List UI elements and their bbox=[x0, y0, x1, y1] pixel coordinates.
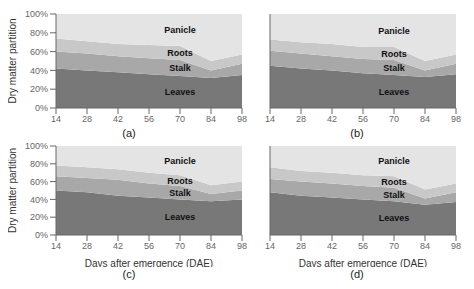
svg-text:14: 14 bbox=[51, 241, 61, 251]
svg-text:Stalk: Stalk bbox=[169, 188, 192, 198]
svg-text:Roots: Roots bbox=[381, 49, 407, 59]
svg-text:Days after emergence (DAE): Days after emergence (DAE) bbox=[299, 258, 427, 267]
html-text:(b): (b) bbox=[350, 127, 364, 139]
svg-text:98: 98 bbox=[237, 241, 247, 251]
svg-text:84: 84 bbox=[206, 114, 216, 124]
svg-text:Leaves: Leaves bbox=[165, 212, 196, 222]
svg-text:Leaves: Leaves bbox=[379, 213, 410, 223]
svg-text:Panicle: Panicle bbox=[164, 156, 196, 166]
svg-text:56: 56 bbox=[358, 241, 368, 251]
svg-text:28: 28 bbox=[82, 241, 92, 251]
svg-text:40%: 40% bbox=[30, 66, 48, 76]
svg-text:100%: 100% bbox=[25, 141, 48, 151]
svg-text:Panicle: Panicle bbox=[164, 25, 196, 35]
svg-text:Dry matter partition: Dry matter partition bbox=[8, 18, 18, 103]
svg-text:80%: 80% bbox=[30, 159, 48, 169]
svg-text:20%: 20% bbox=[30, 84, 48, 94]
svg-text:28: 28 bbox=[82, 114, 92, 124]
svg-text:Leaves: Leaves bbox=[379, 87, 410, 97]
svg-text:70: 70 bbox=[175, 114, 185, 124]
svg-text:56: 56 bbox=[358, 114, 368, 124]
html-text:(a): (a) bbox=[122, 127, 136, 139]
svg-text:20%: 20% bbox=[30, 212, 48, 222]
svg-text:Dry matter partition: Dry matter partition bbox=[8, 148, 18, 233]
svg-text:42: 42 bbox=[113, 114, 123, 124]
svg-text:42: 42 bbox=[327, 114, 337, 124]
svg-text:Stalk: Stalk bbox=[169, 63, 192, 73]
svg-text:100%: 100% bbox=[25, 9, 48, 19]
html-text:(d): (d) bbox=[350, 268, 364, 280]
svg-text:40%: 40% bbox=[30, 195, 48, 205]
svg-text:Roots: Roots bbox=[167, 176, 193, 186]
svg-text:84: 84 bbox=[420, 114, 430, 124]
svg-text:70: 70 bbox=[389, 241, 399, 251]
svg-text:Leaves: Leaves bbox=[165, 87, 196, 97]
svg-text:Roots: Roots bbox=[381, 177, 407, 187]
svg-text:84: 84 bbox=[206, 241, 216, 251]
svg-text:70: 70 bbox=[389, 114, 399, 124]
svg-text:42: 42 bbox=[327, 241, 337, 251]
svg-text:14: 14 bbox=[51, 114, 61, 124]
svg-text:Roots: Roots bbox=[167, 48, 193, 58]
svg-text:Days after emergence (DAE): Days after emergence (DAE) bbox=[85, 258, 213, 267]
svg-text:0%: 0% bbox=[35, 103, 48, 113]
svg-text:98: 98 bbox=[451, 241, 461, 251]
svg-text:98: 98 bbox=[451, 114, 461, 124]
svg-text:14: 14 bbox=[265, 114, 275, 124]
svg-text:60%: 60% bbox=[30, 47, 48, 57]
svg-text:60%: 60% bbox=[30, 177, 48, 187]
svg-text:Panicle: Panicle bbox=[378, 26, 410, 36]
svg-text:Stalk: Stalk bbox=[383, 190, 406, 200]
svg-text:Panicle: Panicle bbox=[378, 156, 410, 166]
svg-text:80%: 80% bbox=[30, 28, 48, 38]
svg-text:56: 56 bbox=[144, 114, 154, 124]
svg-text:28: 28 bbox=[296, 114, 306, 124]
svg-text:84: 84 bbox=[420, 241, 430, 251]
svg-text:Stalk: Stalk bbox=[383, 63, 406, 73]
html-text:(c): (c) bbox=[122, 268, 136, 280]
svg-text:98: 98 bbox=[237, 114, 247, 124]
svg-text:56: 56 bbox=[144, 241, 154, 251]
svg-text:70: 70 bbox=[175, 241, 185, 251]
svg-text:28: 28 bbox=[296, 241, 306, 251]
svg-text:42: 42 bbox=[113, 241, 123, 251]
svg-text:14: 14 bbox=[265, 241, 275, 251]
svg-text:0%: 0% bbox=[35, 230, 48, 240]
